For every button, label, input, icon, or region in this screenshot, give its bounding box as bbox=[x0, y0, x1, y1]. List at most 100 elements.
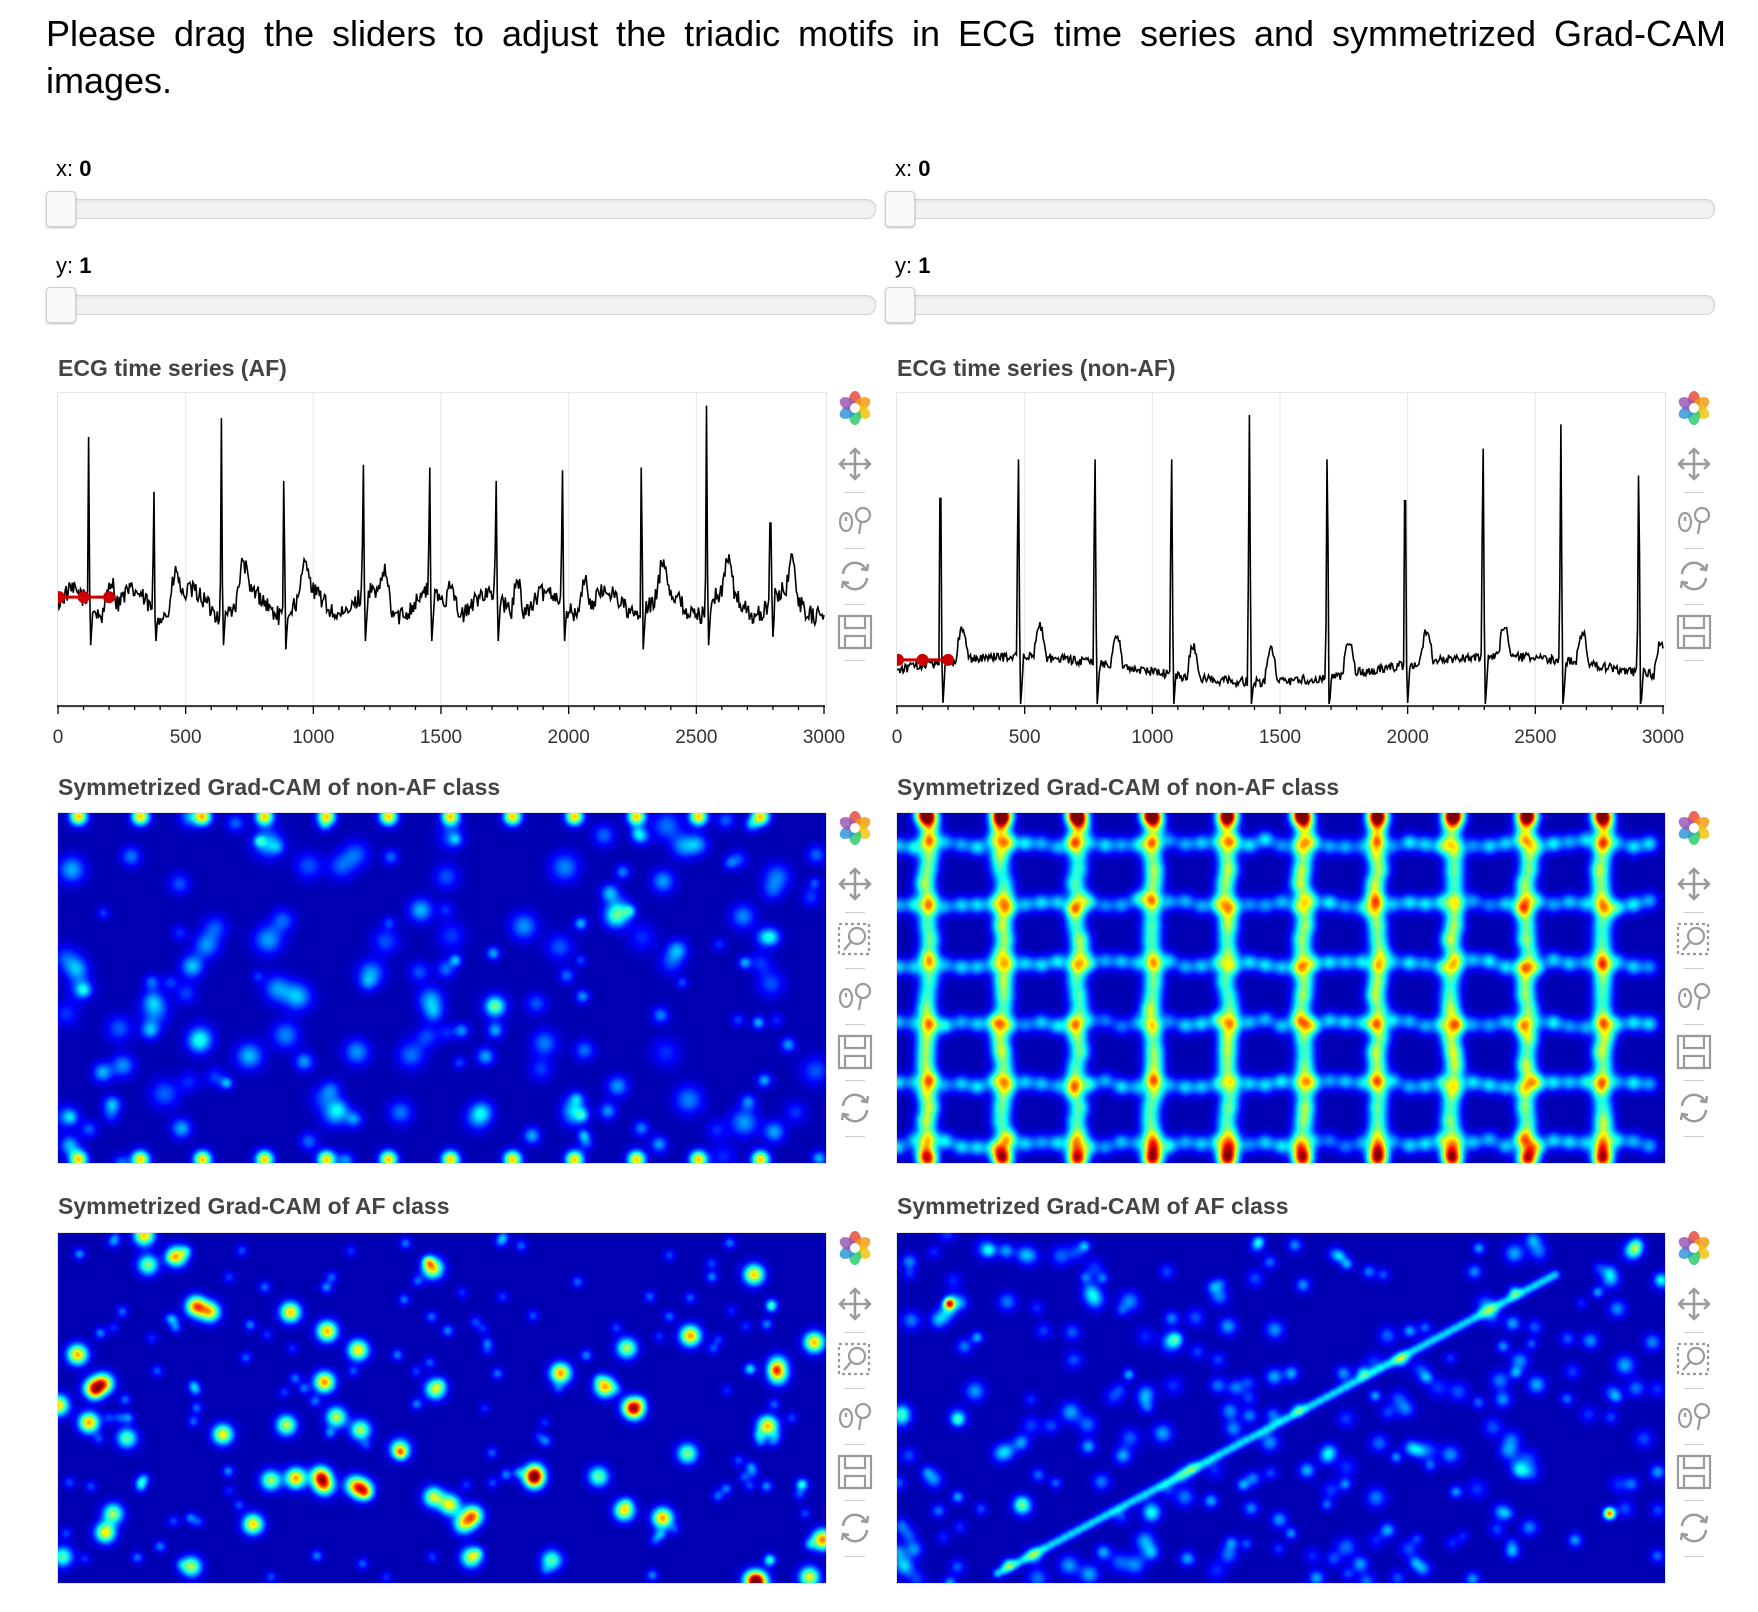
toolbar-separator bbox=[845, 1388, 865, 1389]
instructions-text: Please drag the sliders to adjust the tr… bbox=[46, 13, 1726, 101]
toolbar-separator bbox=[845, 1024, 865, 1025]
wheel-zoom-icon[interactable] bbox=[1674, 500, 1714, 540]
gradcam-nonaf-title: Symmetrized Grad-CAM of non-AF class bbox=[897, 774, 1340, 800]
toolbar-separator bbox=[845, 1444, 865, 1445]
bokeh-logo-icon[interactable] bbox=[835, 1228, 875, 1268]
toolbar-separator bbox=[1684, 1024, 1704, 1025]
pan-icon[interactable] bbox=[835, 864, 875, 904]
ecg-signal-chart bbox=[897, 393, 1664, 707]
x-slider-label: x: 0 bbox=[895, 156, 931, 181]
reset-icon[interactable] bbox=[835, 556, 875, 596]
ecg-x-axis bbox=[896, 705, 1664, 714]
triadic-motif-point[interactable] bbox=[103, 591, 116, 604]
triadic-motif-point[interactable] bbox=[58, 591, 65, 604]
toolbar-separator bbox=[1684, 604, 1704, 605]
reset-icon[interactable] bbox=[1674, 556, 1714, 596]
save-icon[interactable] bbox=[835, 1452, 875, 1492]
triadic-motif-point[interactable] bbox=[942, 653, 955, 666]
wheel-zoom-icon[interactable] bbox=[835, 976, 875, 1016]
ecg-plot-title: ECG time series (AF) bbox=[58, 355, 287, 381]
wheel-zoom-icon[interactable] bbox=[1674, 1396, 1714, 1436]
x-tick-label: 0 bbox=[891, 727, 903, 748]
y-slider-label: y: 1 bbox=[895, 253, 931, 278]
wheel-zoom-icon[interactable] bbox=[835, 1396, 875, 1436]
pan-icon[interactable] bbox=[835, 444, 875, 484]
reset-icon[interactable] bbox=[1674, 1088, 1714, 1128]
toolbar-separator bbox=[845, 1332, 865, 1333]
toolbar-separator bbox=[1684, 1136, 1704, 1137]
wheel-zoom-icon[interactable] bbox=[835, 500, 875, 540]
reset-icon[interactable] bbox=[835, 1508, 875, 1548]
ecg-plot[interactable] bbox=[896, 392, 1666, 708]
save-icon[interactable] bbox=[835, 612, 875, 652]
gradcam-af-title: Symmetrized Grad-CAM of AF class bbox=[58, 1193, 450, 1219]
x-slider-value: 0 bbox=[918, 156, 931, 181]
ecg-plot[interactable] bbox=[57, 392, 827, 708]
toolbar-separator bbox=[1684, 660, 1704, 661]
save-icon[interactable] bbox=[1674, 1452, 1714, 1492]
x-tick-label: 3000 bbox=[802, 727, 846, 748]
x-slider[interactable] bbox=[46, 191, 876, 227]
x-tick-label: 1500 bbox=[1258, 727, 1302, 748]
gradcam-af-heatmap bbox=[58, 1233, 826, 1583]
reset-icon[interactable] bbox=[835, 1088, 875, 1128]
bokeh-logo-icon[interactable] bbox=[1674, 388, 1714, 428]
box-zoom-icon[interactable] bbox=[835, 1340, 875, 1380]
x-slider-handle[interactable] bbox=[46, 191, 76, 227]
bokeh-logo-icon[interactable] bbox=[1674, 1228, 1714, 1268]
x-tick-label: 500 bbox=[1008, 727, 1041, 748]
x-tick-label: 2500 bbox=[675, 727, 718, 748]
bokeh-logo-icon[interactable] bbox=[1674, 808, 1714, 848]
gradcam-nonaf-heatmap bbox=[58, 813, 826, 1163]
box-zoom-icon[interactable] bbox=[835, 920, 875, 960]
toolbar-separator bbox=[1684, 1332, 1704, 1333]
gradcam-af-image[interactable] bbox=[896, 1232, 1666, 1584]
ecg-signal-chart bbox=[58, 393, 825, 707]
toolbar-separator bbox=[1684, 968, 1704, 969]
x-tick-label: 2500 bbox=[1514, 727, 1557, 748]
save-icon[interactable] bbox=[1674, 612, 1714, 652]
gradcam-nonaf-image[interactable] bbox=[57, 812, 827, 1164]
y-slider[interactable] bbox=[46, 287, 876, 323]
gradcam-nonaf-image[interactable] bbox=[896, 812, 1666, 1164]
pan-icon[interactable] bbox=[1674, 444, 1714, 484]
triadic-motif-point[interactable] bbox=[916, 653, 929, 666]
pan-icon[interactable] bbox=[1674, 864, 1714, 904]
triadic-motif-point[interactable] bbox=[77, 591, 90, 604]
x-tick-label: 1000 bbox=[1131, 727, 1174, 748]
x-tick-label: 1000 bbox=[292, 727, 335, 748]
toolbar-separator bbox=[845, 1136, 865, 1137]
x-tick-label: 2000 bbox=[1386, 727, 1429, 748]
box-zoom-icon[interactable] bbox=[1674, 1340, 1714, 1380]
gradcam-af-image[interactable] bbox=[57, 1232, 827, 1584]
gradcam-nonaf-title: Symmetrized Grad-CAM of non-AF class bbox=[58, 774, 501, 800]
y-slider[interactable] bbox=[885, 287, 1715, 323]
x-tick-label: 1500 bbox=[419, 727, 463, 748]
pan-icon[interactable] bbox=[1674, 1284, 1714, 1324]
wheel-zoom-icon[interactable] bbox=[1674, 976, 1714, 1016]
x-slider-handle[interactable] bbox=[885, 191, 915, 227]
bokeh-logo-icon[interactable] bbox=[835, 388, 875, 428]
x-tick-label: 3000 bbox=[1641, 727, 1685, 748]
bokeh-logo-icon[interactable] bbox=[835, 808, 875, 848]
gradcam-af-heatmap bbox=[897, 1233, 1665, 1583]
toolbar-separator bbox=[1684, 1388, 1704, 1389]
y-slider-handle[interactable] bbox=[46, 287, 76, 323]
y-slider-handle[interactable] bbox=[885, 287, 915, 323]
toolbar-separator bbox=[845, 1556, 865, 1557]
toolbar-separator bbox=[845, 912, 865, 913]
x-tick-label: 2000 bbox=[547, 727, 590, 748]
reset-icon[interactable] bbox=[1674, 1508, 1714, 1548]
pan-icon[interactable] bbox=[835, 1284, 875, 1324]
y-slider-label: y: 1 bbox=[56, 253, 92, 278]
toolbar-separator bbox=[845, 548, 865, 549]
save-icon[interactable] bbox=[1674, 1032, 1714, 1072]
ecg-x-axis bbox=[57, 705, 825, 714]
box-zoom-icon[interactable] bbox=[1674, 920, 1714, 960]
x-slider[interactable] bbox=[885, 191, 1715, 227]
triadic-motif-point[interactable] bbox=[897, 653, 904, 666]
x-slider-value: 0 bbox=[79, 156, 92, 181]
ecg-plot-title: ECG time series (non-AF) bbox=[897, 355, 1176, 381]
toolbar-separator bbox=[845, 604, 865, 605]
save-icon[interactable] bbox=[835, 1032, 875, 1072]
